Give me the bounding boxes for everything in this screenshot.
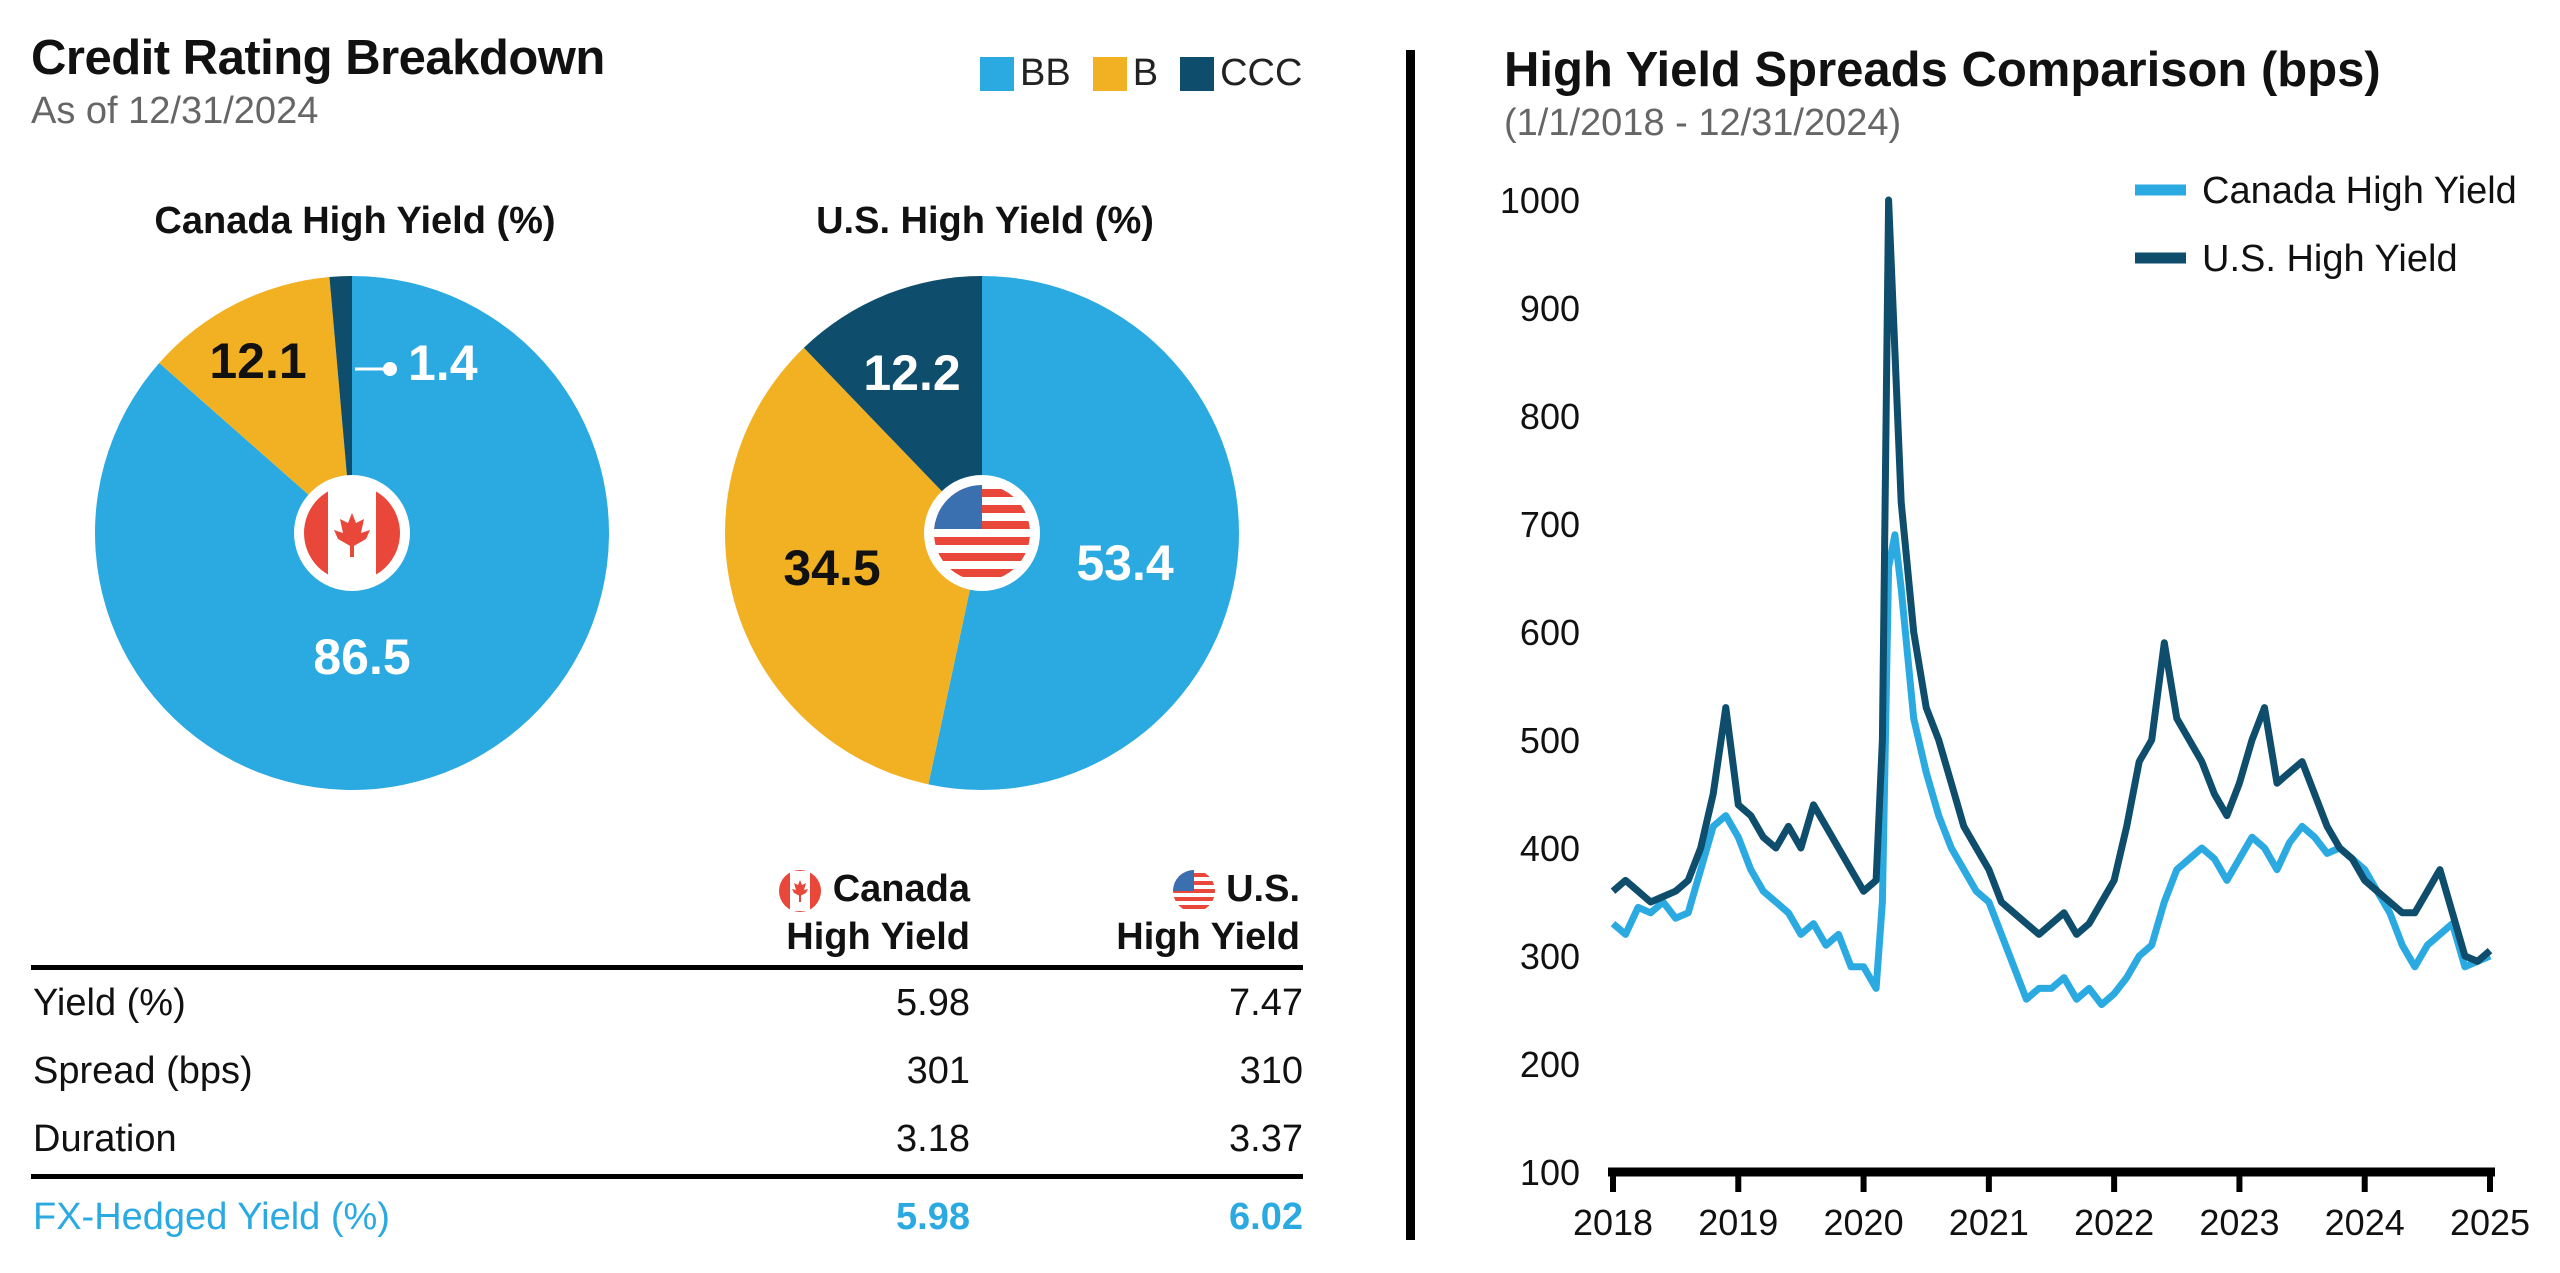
panel-divider	[1406, 50, 1415, 1240]
legend-swatch-ccc	[1180, 56, 1215, 91]
table-row: Yield (%) 5.98 7.47	[31, 982, 1303, 1042]
canada-flag-icon	[294, 475, 410, 591]
table-header-canada-line1: Canada	[832, 868, 970, 910]
row-label: FX-Hedged Yield (%)	[33, 1196, 390, 1238]
row-value-us: 7.47	[1229, 982, 1303, 1024]
pie-us: 53.4 34.5 12.2	[724, 276, 1239, 790]
pie-label-bb: 53.4	[1076, 535, 1174, 591]
x-tick-label: 2020	[1824, 1202, 1904, 1243]
pie-canada: 86.5 12.1 1.4	[94, 276, 609, 790]
x-tick-label: 2023	[2199, 1202, 2279, 1243]
table-header-us-line1: U.S.	[1226, 868, 1300, 910]
rating-legend: BB B CCC	[980, 52, 1324, 95]
y-tick-label: 800	[1520, 396, 1580, 437]
pie-title-us: U.S. High Yield (%)	[816, 200, 1154, 242]
y-tick-label: 400	[1520, 828, 1580, 869]
y-tick-label: 600	[1520, 612, 1580, 653]
pie-label-b: 34.5	[783, 540, 880, 596]
y-tick-label: 1000	[1500, 180, 1580, 221]
y-tick-label: 500	[1520, 720, 1580, 761]
y-tick-label: 100	[1520, 1152, 1580, 1193]
legend-label-b: B	[1132, 52, 1159, 94]
pie-label-ccc: 1.4	[408, 335, 478, 391]
line-chart: 100 200 300 400 500 600 700 800 900 1000 2018 2019 2…	[1500, 170, 2530, 1243]
line-chart-subtitle: (1/1/2018 - 12/31/2024)	[1504, 102, 1902, 144]
pie-slice-bb	[928, 276, 1239, 790]
pie-slice-ccc	[803, 276, 982, 533]
legend-swatch-bb	[980, 56, 1014, 91]
line-chart-title: High Yield Spreads Comparison (bps)	[1504, 43, 2381, 97]
pie-label-b: 12.1	[209, 333, 306, 389]
row-label: Spread (bps)	[33, 1050, 253, 1092]
legend-label-ccc: CCC	[1220, 52, 1303, 94]
pie-slice-ccc	[329, 276, 352, 533]
x-tick-label: 2022	[2074, 1202, 2154, 1243]
panel-subtitle: As of 12/31/2024	[31, 90, 319, 132]
pie-charts: 86.5 12.1 1.4 53.4 34.5 12.2	[94, 276, 1239, 790]
table-bottom-rule	[31, 1174, 1303, 1179]
pie-leader-dot	[383, 362, 397, 376]
pie-label-ccc: 12.2	[863, 345, 960, 401]
table-header-us-line2: High Yield	[1116, 916, 1300, 958]
y-tick-label: 900	[1520, 288, 1580, 329]
table-row-fx-hedged: FX-Hedged Yield (%) 5.98 6.02	[31, 1196, 1303, 1256]
table-header-us: U.S. High Yield	[1030, 865, 1300, 961]
table-header-canada-line2: High Yield	[786, 916, 970, 958]
y-tick-label: 300	[1520, 936, 1580, 977]
x-tick-label: 2024	[2325, 1202, 2405, 1243]
row-value-us: 310	[1239, 1050, 1303, 1092]
us-flag-icon	[1172, 869, 1215, 912]
legend-label-us: U.S. High Yield	[2202, 238, 2458, 280]
row-value-us: 6.02	[1229, 1196, 1303, 1238]
pie-slice-b	[724, 347, 982, 785]
x-tick-label: 2019	[1698, 1202, 1778, 1243]
table-row: Spread (bps) 301 310	[31, 1050, 1303, 1110]
series-line-us	[1610, 196, 2493, 965]
row-value-canada: 5.98	[896, 982, 970, 1024]
row-label: Yield (%)	[33, 982, 186, 1024]
x-tick-label: 2018	[1573, 1202, 1653, 1243]
x-tick-label: 2025	[2450, 1202, 2530, 1243]
x-tick-label: 2021	[1949, 1202, 2029, 1243]
row-value-us: 3.37	[1229, 1118, 1303, 1160]
spreads-panel: High Yield Spreads Comparison (bps) (1/1…	[1440, 0, 2560, 1273]
pie-label-bb: 86.5	[313, 629, 410, 685]
series-line-canada	[1610, 531, 2492, 1009]
y-tick-label: 200	[1520, 1044, 1580, 1085]
legend-swatch-b	[1092, 56, 1127, 91]
row-value-canada: 3.18	[896, 1118, 970, 1160]
y-tick-label: 700	[1520, 504, 1580, 545]
table-row: Duration 3.18 3.37	[31, 1118, 1303, 1178]
table-header-canada: Canada High Yield	[700, 865, 970, 961]
us-flag-icon	[924, 475, 1040, 591]
panel-title: Credit Rating Breakdown	[31, 31, 605, 85]
canada-flag-icon	[779, 869, 822, 912]
credit-rating-panel: Credit Rating Breakdown As of 12/31/2024…	[31, 31, 1324, 1256]
row-value-canada: 301	[906, 1050, 970, 1092]
legend-label-canada: Canada High Yield	[2202, 170, 2517, 212]
pie-slice-b	[159, 276, 352, 533]
table-top-rule	[31, 965, 1303, 970]
pie-title-canada: Canada High Yield (%)	[154, 200, 556, 242]
row-label: Duration	[33, 1118, 177, 1160]
row-value-canada: 5.98	[896, 1196, 970, 1238]
legend-label-bb: BB	[1020, 52, 1071, 94]
